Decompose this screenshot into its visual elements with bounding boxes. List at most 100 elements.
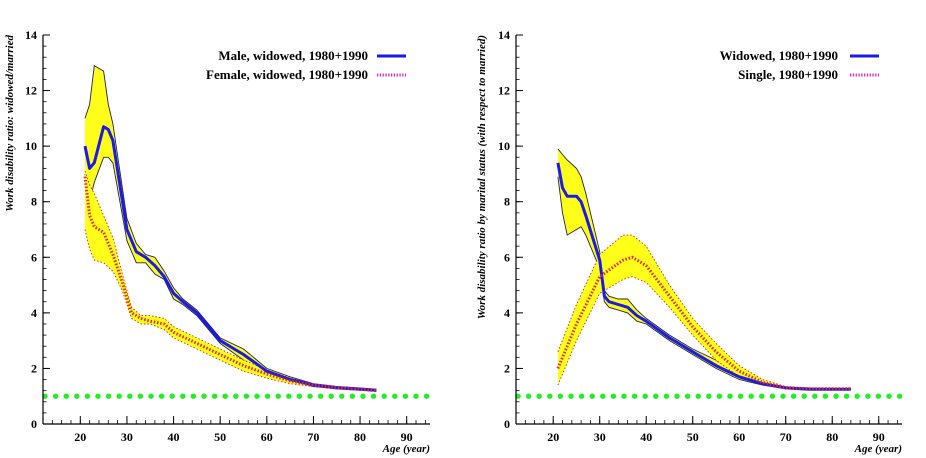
x-tick-label: 20 [547,430,559,444]
x-tick-label: 70 [780,430,792,444]
reference-dot [275,393,281,399]
reference-dot [684,393,691,399]
y-tick-label: 0 [504,417,510,431]
y-tick-label: 2 [31,361,37,375]
reference-dot [243,393,250,399]
legend-label-2: Single, 1980+1990 [738,67,838,82]
reference-dot [233,393,239,399]
reference-dot [360,393,366,399]
series-line-1 [83,125,377,392]
reference-dot [706,393,712,399]
reference-dot [812,393,818,399]
reference-dot [525,393,532,399]
x-tick-label: 40 [168,430,180,444]
x-tick-label: 50 [687,430,699,444]
y-tick-label: 2 [504,361,510,375]
reference-dot [663,393,670,399]
reference-dot [137,393,144,399]
reference-dot [95,393,101,399]
reference-dot [737,393,744,399]
reference-dot [180,393,186,399]
reference-dot [557,393,564,399]
x-tick-label: 60 [733,430,745,444]
reference-dot [74,393,80,399]
x-tick-label: 90 [873,430,885,444]
reference-dot [413,393,419,399]
reference-dot [222,393,228,399]
x-tick-label: 30 [121,430,133,444]
reference-dot [822,393,829,399]
reference-dot [254,393,260,399]
reference-dot [748,393,754,399]
reference-dot [769,393,776,399]
reference-dot [307,393,313,399]
x-tick-label: 50 [214,430,226,444]
reference-dot [370,393,377,399]
reference-dot [886,393,892,399]
reference-dot [790,393,797,399]
y-tick-label: 6 [31,250,37,264]
reference-dot [716,393,723,399]
reference-dot [127,393,133,399]
band-upper-edge-1 [84,64,377,390]
reference-dot [780,393,786,399]
reference-dot [896,393,903,399]
y-tick-label: 4 [504,306,510,320]
legend-label-1: Widowed, 1980+1990 [720,48,838,63]
y-tick-label: 10 [498,139,510,153]
x-tick-label: 70 [307,430,319,444]
y-tick-label: 14 [25,28,37,42]
reference-dot [148,393,154,399]
reference-dot [515,393,521,399]
reference-dot [642,393,648,399]
reference-dot [801,393,807,399]
reference-dot [536,393,542,399]
reference-dot [865,393,871,399]
band-lower-edge-2 [557,276,851,390]
y-tick-label: 12 [25,84,37,98]
x-tick-label: 80 [826,430,838,444]
reference-dot [392,393,398,399]
y-tick-label: 10 [25,139,37,153]
x-axis-title: Age (year) [382,443,430,455]
reference-dot [695,393,701,399]
reference-dot [158,393,165,399]
reference-dot [423,393,430,399]
reference-dot [286,393,292,399]
x-axis-title: Age (year) [854,443,902,455]
reference-dot [211,393,218,399]
reference-dot [296,393,303,399]
reference-dot [547,393,553,399]
x-tick-label: 60 [261,430,273,444]
x-tick-label: 20 [74,430,86,444]
y-axis-title: Work disability ratio: widowed/married [4,35,16,212]
reference-dot [63,393,69,399]
reference-dot [843,393,850,399]
reference-dot [339,393,345,399]
reference-dot [169,393,175,399]
reference-dot [600,393,606,399]
y-axis-title: Work disability ratio by marital status … [476,35,488,319]
series-line-2 [556,255,851,391]
reference-dot [105,393,112,399]
reference-dot [52,393,59,399]
reference-dot [589,393,595,399]
reference-dot [674,393,680,399]
reference-dot [190,393,197,399]
y-tick-label: 12 [498,84,510,98]
y-tick-label: 8 [504,195,510,209]
reference-dot [201,393,207,399]
reference-dot [84,393,91,399]
confidence-band-2 [557,235,851,390]
confidence-band-1 [85,65,377,392]
legend-label-2: Female, widowed, 1980+1990 [206,67,368,82]
y-tick-label: 6 [504,250,510,264]
reference-dot [759,393,765,399]
reference-dot [568,393,574,399]
legend-label-1: Male, widowed, 1980+1990 [218,48,368,63]
reference-dot [621,393,627,399]
reference-dot [42,393,48,399]
x-tick-label: 40 [640,430,652,444]
y-tick-label: 0 [31,417,37,431]
